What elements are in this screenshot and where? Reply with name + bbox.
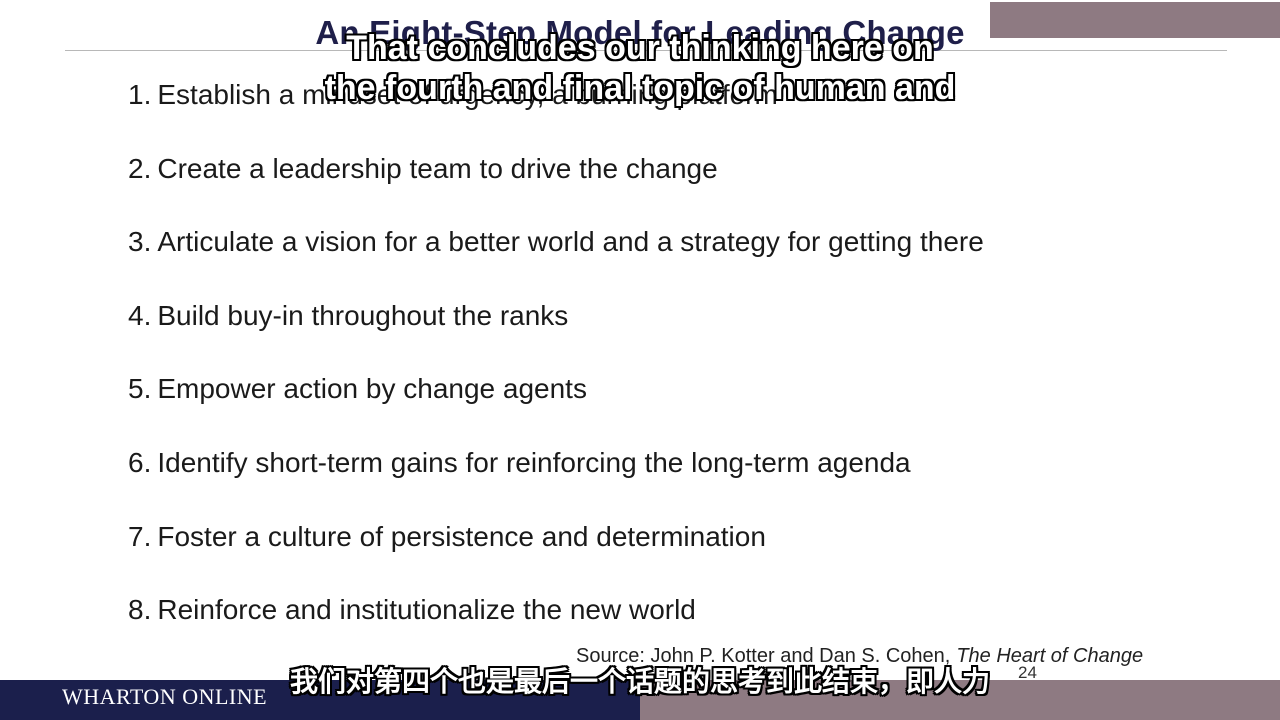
subtitle-line-2: the fourth and final topic of human and bbox=[324, 69, 956, 107]
list-item: 6. Identify short-term gains for reinforc… bbox=[128, 443, 984, 517]
step-text: Foster a culture of persistence and dete… bbox=[157, 520, 766, 552]
source-citation: Source: John P. Kotter and Dan S. Cohen,… bbox=[576, 645, 1143, 668]
title-divider bbox=[65, 50, 1227, 51]
slide-title: An Eight-Step Model for Leading Change bbox=[315, 14, 965, 51]
step-number: 6. bbox=[128, 446, 152, 478]
wharton-online-logo: WHARTON ONLINE bbox=[62, 684, 268, 709]
footer-bar-left bbox=[0, 680, 640, 720]
step-number: 2. bbox=[128, 152, 152, 184]
step-text: Empower action by change agents bbox=[157, 373, 587, 405]
step-number: 3. bbox=[128, 226, 152, 258]
source-authors: Source: John P. Kotter and Dan S. Cohen, bbox=[576, 645, 951, 667]
page-number: 24 bbox=[1018, 663, 1037, 682]
step-text: Reinforce and institutionalize the new w… bbox=[157, 594, 696, 626]
list-item: 4. Build buy-in throughout the ranks bbox=[128, 296, 984, 370]
step-text: Establish a mindset of urgency, a burnin… bbox=[157, 79, 778, 110]
list-item: 7. Foster a culture of persistence and de… bbox=[128, 517, 984, 591]
list-item: 5. Empower action by change agents bbox=[128, 369, 984, 443]
steps-list: 1. Establish a mindset of urgency, a burn… bbox=[128, 75, 984, 664]
chinese-subtitle: 我们对第四个也是最后一个话题的思考到此结束，即人力 bbox=[289, 666, 990, 697]
step-number: 4. bbox=[128, 299, 152, 331]
step-number: 1. bbox=[128, 79, 152, 110]
source-book-title: The Heart of Change bbox=[956, 645, 1144, 667]
list-item: 3. Articulate a vision for a better world… bbox=[128, 222, 984, 296]
list-item: 2. Create a leadership team to drive the … bbox=[128, 149, 984, 223]
english-subtitle: That concludes our thinking here on the … bbox=[0, 28, 1280, 108]
step-number: 8. bbox=[128, 594, 152, 626]
list-item: 1. Establish a mindset of urgency, a burn… bbox=[128, 75, 984, 149]
list-item: 8. Reinforce and institutionalize the new… bbox=[128, 590, 984, 664]
step-text: Identify short-term gains for reinforcin… bbox=[157, 446, 911, 478]
step-number: 7. bbox=[128, 520, 152, 552]
subtitle-line-1: That concludes our thinking here on bbox=[346, 29, 934, 67]
step-text: Articulate a vision for a better world a… bbox=[157, 226, 984, 258]
step-text: Create a leadership team to drive the ch… bbox=[157, 152, 718, 184]
header-accent-bar bbox=[990, 2, 1280, 38]
step-text: Build buy-in throughout the ranks bbox=[157, 299, 569, 331]
footer-bar-right bbox=[640, 680, 1280, 720]
step-number: 5. bbox=[128, 373, 152, 405]
